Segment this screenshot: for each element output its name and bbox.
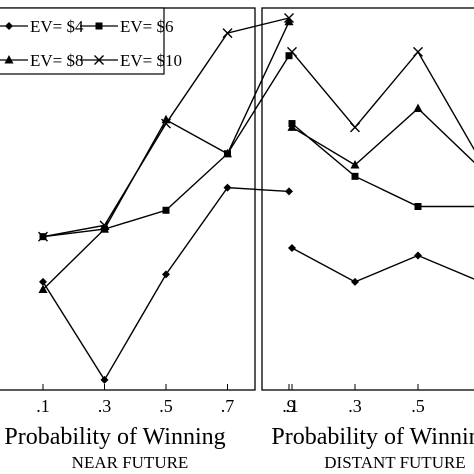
data-point-triangle	[38, 284, 48, 293]
x-tick-label: .9	[282, 396, 296, 416]
data-point-x	[284, 13, 294, 23]
legend: EV= $4 EV= $6 EV= $8 EV= $10	[0, 7, 182, 75]
data-point-x	[222, 28, 233, 39]
legend-label: EV= $6	[120, 17, 174, 36]
x-tick-label: .1	[285, 396, 299, 416]
data-point-diamond	[414, 251, 422, 260]
x-axis-label: Probability of Winning	[271, 424, 474, 450]
x-tick-label: .1	[36, 396, 50, 416]
distant-future-panel: .1 .3 .5 Probability of Winning DISTANT FUTU…	[261, 7, 474, 472]
plot-frame	[261, 7, 474, 391]
series-line-square	[291, 123, 474, 208]
data-point-x	[350, 122, 360, 133]
legend-label: EV= $10	[120, 51, 182, 70]
panel-subtitle: NEAR FUTURE	[72, 453, 189, 472]
legend-label: EV= $4	[30, 17, 84, 36]
data-point-triangle	[413, 103, 423, 112]
data-point-diamond	[351, 277, 359, 286]
x-tick-label: .3	[98, 396, 112, 416]
data-point-diamond	[100, 375, 109, 384]
series-line-diamond	[42, 186, 290, 382]
legend-marker-x	[94, 55, 104, 65]
data-point-diamond	[39, 277, 47, 286]
x-tick-label: .7	[221, 396, 235, 416]
data-point-triangle	[350, 160, 360, 169]
data-point-x	[99, 220, 110, 231]
panel-subtitle: DISTANT FUTURE	[324, 453, 465, 472]
data-point-diamond	[223, 183, 232, 192]
data-point-square	[351, 172, 359, 180]
data-point-triangle	[287, 122, 297, 131]
x-tick-label: .3	[348, 396, 362, 416]
series-line-diamond	[291, 247, 474, 283]
data-point-diamond	[285, 187, 293, 196]
data-point-x	[413, 46, 423, 57]
legend-label: EV= $8	[30, 51, 84, 70]
data-point-square	[414, 203, 422, 210]
data-point-diamond	[288, 243, 296, 252]
data-point-x	[161, 118, 171, 129]
data-point-x	[287, 46, 297, 57]
near-future-panel: .1 .3 .5 .7 .9 Probability of Winning NEAR FUT…	[0, 7, 296, 472]
legend-marker-triangle	[4, 55, 14, 64]
x-tick-label: .5	[159, 396, 173, 416]
data-point-x	[38, 231, 48, 242]
legend-marker-diamond	[5, 22, 13, 30]
legend-marker-square	[95, 22, 103, 30]
series-line-x	[291, 50, 474, 151]
data-point-triangle	[223, 148, 232, 158]
data-point-square	[162, 206, 170, 214]
legend-box	[0, 7, 165, 75]
series-line-triangle	[291, 107, 474, 166]
x-axis-label: Probability of Winning	[4, 424, 225, 450]
data-point-diamond	[162, 270, 170, 279]
x-tick-label: .5	[411, 396, 425, 416]
data-point-triangle	[100, 224, 109, 233]
data-point-triangle	[284, 16, 294, 26]
